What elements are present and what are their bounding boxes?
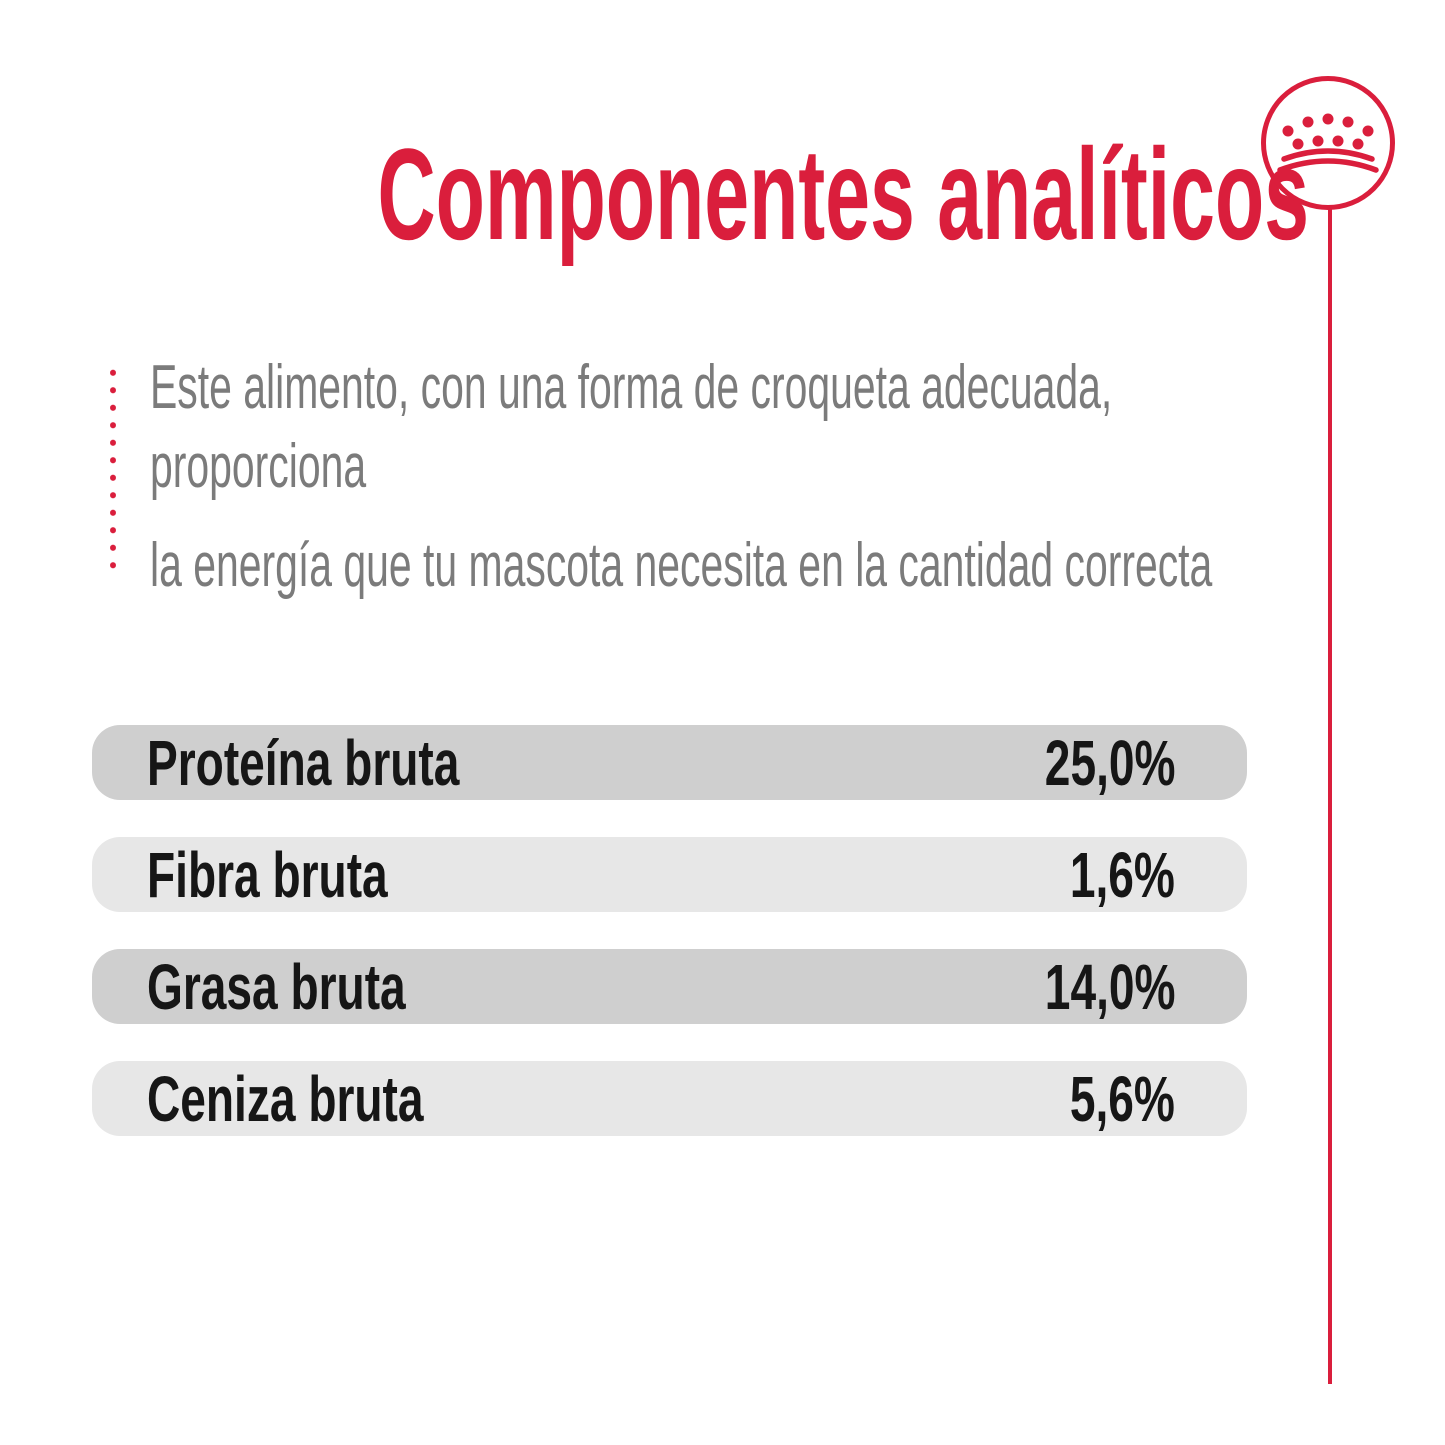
vertical-accent-line xyxy=(1328,209,1332,1384)
components-table: Proteína bruta 25,0% Fibra bruta 1,6% Gr… xyxy=(92,725,1247,1173)
description-line: Este alimento, con una forma de croqueta… xyxy=(150,353,1113,422)
table-row: Grasa bruta 14,0% xyxy=(92,949,1247,1024)
component-value: 1,6% xyxy=(1069,838,1175,911)
description-line: la energía que tu mascota necesita en la… xyxy=(150,531,1213,600)
component-label: Fibra bruta xyxy=(147,838,388,911)
component-value: 25,0% xyxy=(1044,726,1175,799)
page-title-text: Componentes analíticos xyxy=(377,121,1310,267)
component-label: Grasa bruta xyxy=(147,950,406,1023)
page-title: Componentes analíticos xyxy=(92,129,1309,259)
component-value: 5,6% xyxy=(1069,1062,1175,1135)
component-label: Proteína bruta xyxy=(147,726,460,799)
table-row: Ceniza bruta 5,6% xyxy=(92,1061,1247,1136)
component-value: 14,0% xyxy=(1044,950,1175,1023)
component-label: Ceniza bruta xyxy=(147,1062,424,1135)
table-row: Fibra bruta 1,6% xyxy=(92,837,1247,912)
description-line: proporciona xyxy=(150,432,367,501)
royal-canin-crown-icon xyxy=(1261,76,1395,210)
crown-base xyxy=(1277,148,1379,173)
crown-dots xyxy=(1282,113,1374,150)
dotted-accent-line xyxy=(110,364,116,574)
logo-circle xyxy=(1261,76,1395,210)
table-row: Proteína bruta 25,0% xyxy=(92,725,1247,800)
